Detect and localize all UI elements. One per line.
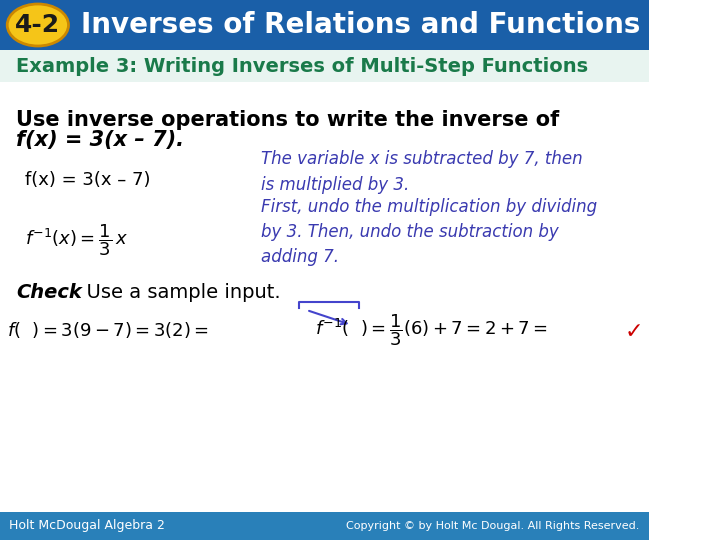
Text: Use inverse operations to write the inverse of: Use inverse operations to write the inve… [17,110,559,130]
Text: Example 3: Writing Inverses of Multi-Step Functions: Example 3: Writing Inverses of Multi-Ste… [17,57,588,76]
Text: $f^{-1}($  $) = \dfrac{1}{3}(6) + 7= 2 + 7=$: $f^{-1}($ $) = \dfrac{1}{3}(6) + 7= 2 + … [315,312,548,348]
FancyBboxPatch shape [0,0,649,50]
FancyBboxPatch shape [0,82,649,540]
Text: $f($  $) = 3(9 - 7) = 3(2) =$: $f($ $) = 3(9 - 7) = 3(2) =$ [7,320,210,340]
Text: $\checkmark$: $\checkmark$ [624,320,641,340]
FancyBboxPatch shape [0,512,649,540]
Text: Use a sample input.: Use a sample input. [74,282,281,301]
Text: Check: Check [17,282,82,301]
FancyBboxPatch shape [0,50,649,82]
Text: f(x) = 3(x – 7).: f(x) = 3(x – 7). [17,130,184,150]
Text: First, undo the multiplication by dividing
by 3. Then, undo the subtraction by
a: First, undo the multiplication by dividi… [261,198,598,266]
Text: f(x) = 3(x – 7): f(x) = 3(x – 7) [25,171,150,189]
Text: $f^{-1}(x) = \dfrac{1}{3}\, x$: $f^{-1}(x) = \dfrac{1}{3}\, x$ [25,222,128,258]
Text: The variable x is subtracted by 7, then
is multiplied by 3.: The variable x is subtracted by 7, then … [261,151,583,193]
Text: Copyright © by Holt Mc Dougal. All Rights Reserved.: Copyright © by Holt Mc Dougal. All Right… [346,521,640,531]
Text: Holt McDougal Algebra 2: Holt McDougal Algebra 2 [9,519,165,532]
Ellipse shape [7,4,68,46]
Text: 4-2: 4-2 [15,13,60,37]
Text: Inverses of Relations and Functions: Inverses of Relations and Functions [81,11,641,39]
